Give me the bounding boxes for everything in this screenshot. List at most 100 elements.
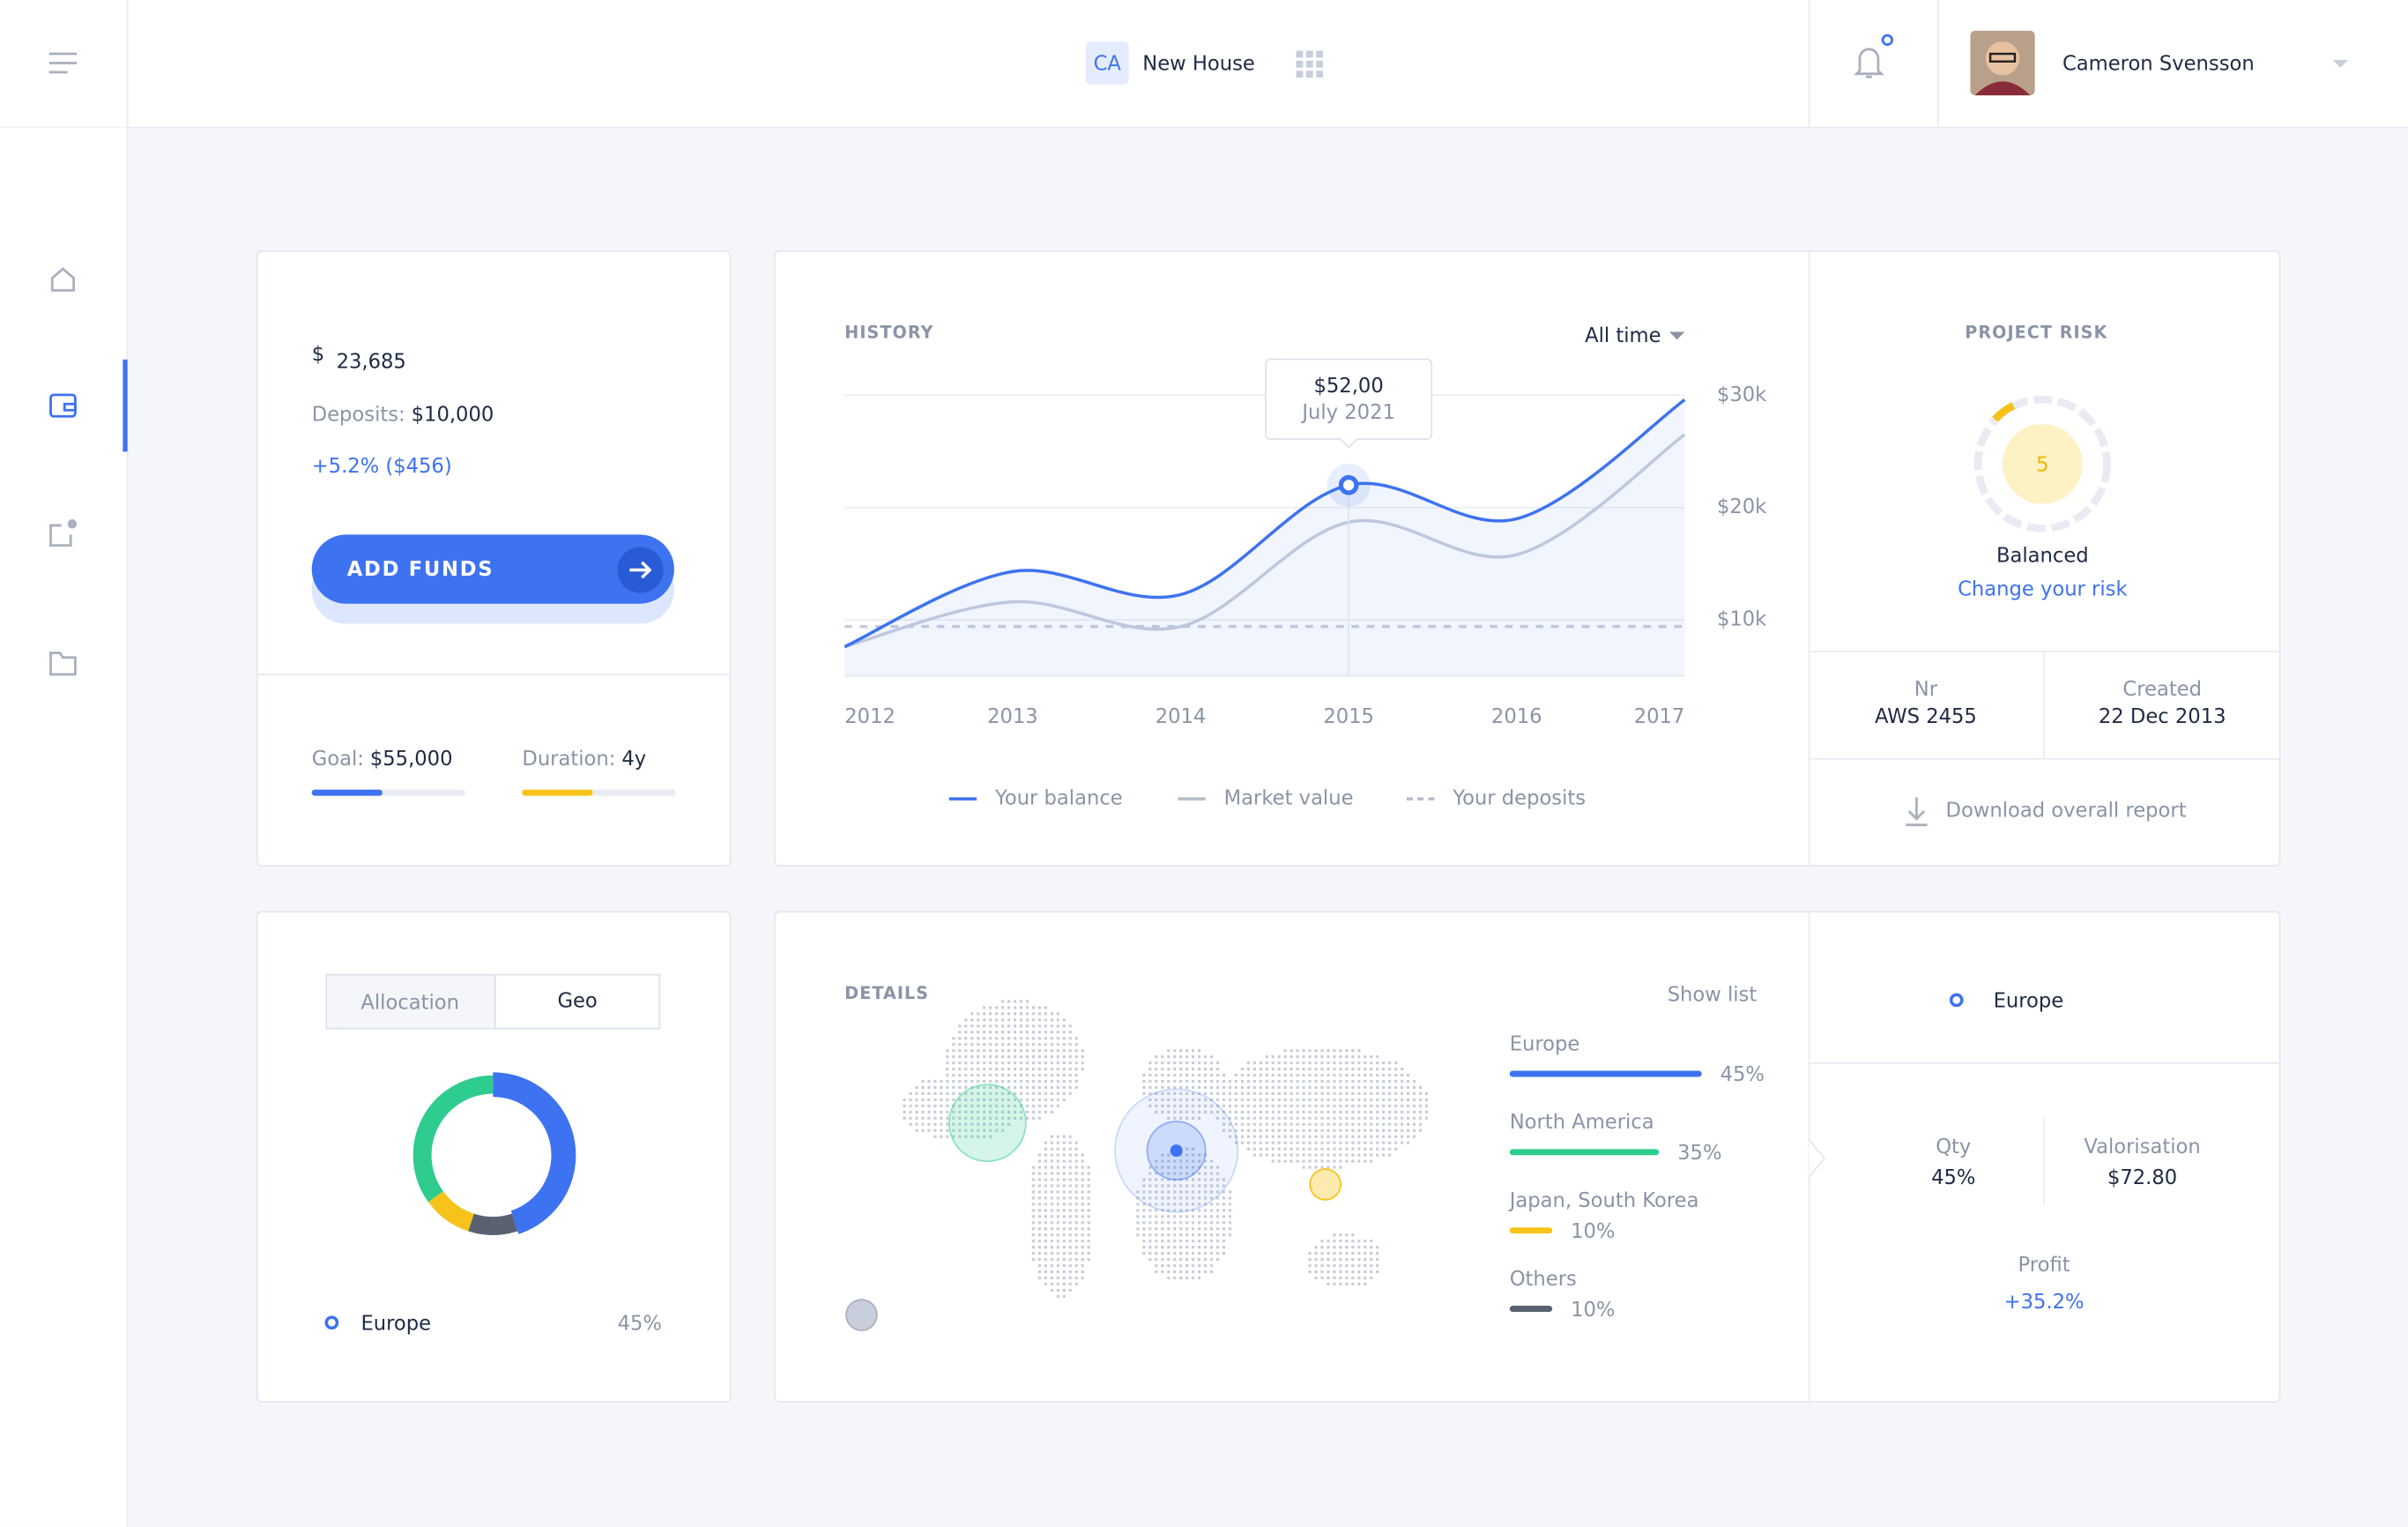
- apps-dot: [1305, 50, 1313, 58]
- map-dot: [940, 1091, 943, 1095]
- map-dot: [1277, 1079, 1281, 1084]
- map-dot: [1025, 1043, 1029, 1047]
- map-dot: [1252, 1061, 1256, 1065]
- map-dot: [1357, 1067, 1361, 1071]
- map-dot: [1179, 1091, 1183, 1095]
- map-dot: [1308, 1061, 1312, 1065]
- map-dot: [1252, 1128, 1256, 1132]
- allocation-card: [256, 911, 732, 1403]
- map-dot: [1050, 1073, 1053, 1077]
- map-dot: [1037, 1049, 1041, 1053]
- tab-geo[interactable]: Geo: [494, 973, 661, 1030]
- map-dot: [1222, 1122, 1226, 1126]
- tab-allocation[interactable]: Allocation: [325, 973, 496, 1030]
- map-dot: [1204, 1246, 1208, 1249]
- map-dot: [915, 1116, 918, 1120]
- nav-tasks[interactable]: [49, 518, 78, 547]
- map-dot: [995, 1110, 999, 1114]
- map-dot: [1013, 1055, 1017, 1059]
- map-dot: [1062, 1018, 1066, 1022]
- map-dot: [1388, 1061, 1392, 1065]
- nav-folder[interactable]: [49, 652, 77, 676]
- map-bubble: [845, 1299, 878, 1331]
- map-dot: [1013, 1031, 1017, 1034]
- map-dot: [1050, 1055, 1053, 1059]
- map-dot: [1044, 1104, 1047, 1107]
- map-dot: [1370, 1091, 1373, 1095]
- risk-link[interactable]: Change your risk: [1958, 578, 2128, 601]
- add-funds-button[interactable]: ADD FUNDS: [311, 534, 674, 624]
- map-dot: [958, 1024, 962, 1028]
- map-dot: [1161, 1159, 1164, 1163]
- map-dot: [1357, 1270, 1361, 1274]
- map-dot: [989, 1116, 992, 1120]
- map-dot: [1370, 1240, 1373, 1243]
- map-dot: [1185, 1203, 1189, 1206]
- map-dot: [1252, 1098, 1256, 1101]
- map-dot: [1271, 1116, 1275, 1120]
- map-dot: [1192, 1196, 1195, 1200]
- map-dot: [1185, 1098, 1189, 1101]
- map-dot: [1204, 1196, 1208, 1200]
- map-dot: [1246, 1147, 1250, 1151]
- map-dot: [1167, 1110, 1171, 1114]
- region-bar: [1509, 1227, 1553, 1234]
- map-dot: [1320, 1270, 1324, 1274]
- map-dot: [1308, 1135, 1312, 1138]
- apps-dot: [1296, 71, 1304, 78]
- map-dot: [1037, 1233, 1041, 1237]
- map-dot: [1056, 1073, 1059, 1077]
- map-dot: [1167, 1252, 1171, 1255]
- map-dot: [1209, 1079, 1214, 1084]
- show-list[interactable]: Show list: [1668, 984, 1758, 1007]
- map-dot: [1204, 1110, 1208, 1114]
- valorisation-label: Valorisation: [2084, 1136, 2200, 1158]
- map-dot: [1357, 1135, 1361, 1138]
- map-dot: [1259, 1073, 1262, 1077]
- period-selector[interactable]: All time: [1585, 324, 1685, 347]
- map-dot: [915, 1085, 918, 1090]
- download-report[interactable]: Download overall report: [1906, 797, 2187, 827]
- map-dot: [1062, 1221, 1066, 1225]
- map-dot: [1333, 1091, 1336, 1095]
- map-dot: [1167, 1209, 1171, 1212]
- user-menu[interactable]: Cameron Svensson: [1970, 30, 2349, 96]
- map-dot: [1062, 1203, 1066, 1206]
- map-dot: [1031, 1061, 1035, 1065]
- map-dot: [1192, 1209, 1195, 1212]
- nav-wallet[interactable]: [49, 393, 77, 418]
- notifications-button[interactable]: [1854, 34, 1893, 78]
- map-dot: [1161, 1079, 1164, 1084]
- map-dot: [1320, 1246, 1324, 1249]
- map-dot: [1198, 1246, 1201, 1249]
- map-dot: [1031, 1240, 1035, 1243]
- apps-button[interactable]: [1296, 50, 1324, 78]
- map-dot: [1209, 1240, 1214, 1243]
- menu-button[interactable]: [48, 52, 78, 74]
- map-dot: [1289, 1116, 1293, 1120]
- map-dot: [1412, 1128, 1416, 1132]
- map-dot: [1044, 1098, 1047, 1101]
- map-dot: [964, 1110, 968, 1114]
- map-dot: [1050, 1141, 1053, 1144]
- map-dot: [1025, 1037, 1029, 1040]
- map-dot: [1259, 1079, 1262, 1084]
- map-dot: [1327, 1073, 1330, 1077]
- map-dot: [1370, 1085, 1373, 1090]
- map-dot: [927, 1104, 931, 1107]
- map-dot: [1228, 1190, 1232, 1194]
- map-dot: [1148, 1079, 1152, 1084]
- map-dot: [1155, 1061, 1158, 1065]
- map-dot: [1370, 1055, 1373, 1059]
- map-dot: [1333, 1128, 1336, 1132]
- map-dot: [1388, 1110, 1392, 1114]
- map-dot: [1019, 1061, 1023, 1065]
- map-dot: [1001, 1079, 1005, 1084]
- project-selector[interactable]: CA New House: [1085, 41, 1255, 85]
- map-dot: [1198, 1227, 1201, 1231]
- map-dot: [1037, 1006, 1041, 1009]
- map-dot: [1074, 1240, 1078, 1243]
- nav-home[interactable]: [50, 267, 76, 292]
- map-dot: [1173, 1209, 1177, 1212]
- map-dot: [1222, 1246, 1226, 1249]
